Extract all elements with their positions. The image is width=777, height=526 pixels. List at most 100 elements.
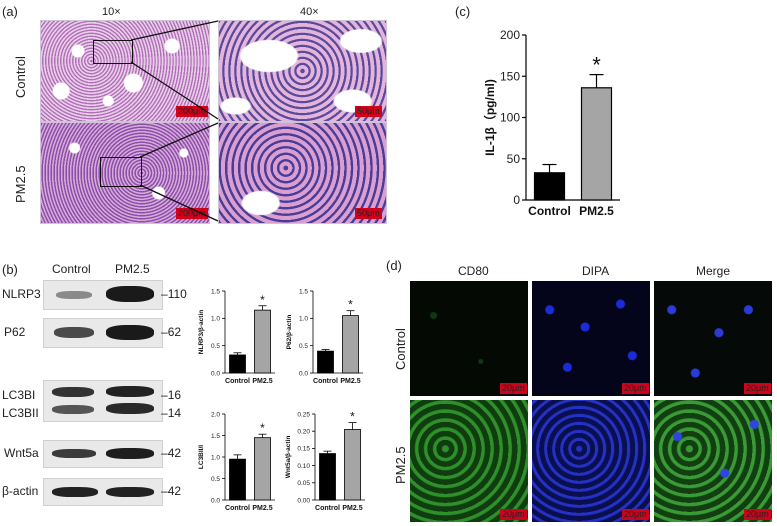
wnt5a-significance: * [350,410,355,424]
wnt5a-ytick-label-2: 0.10 [297,463,310,470]
marker-110: –110 [161,287,187,301]
lc3-bar-0 [229,458,246,501]
lc3-bar-1 [254,437,271,501]
panel-d-row-control: Control [393,328,408,370]
marker-14-value: 14 [167,406,182,420]
lc3-category-1: PM2.5 [252,505,272,512]
il1b-chart: 0 50 100 150 200 IL-1β（pg/ml) Control PM2.5 * [482,28,620,218]
blot-lc3b [43,380,163,422]
marker-62-value: 62 [167,325,182,339]
marker-42a: –42 [161,446,182,460]
nlrp3-ylabel: NLRP3/β-actin [198,310,205,354]
nlrp3-bar-0 [229,354,246,374]
nlrp3-chart: 0.0 0.5 1.0 1.5 NLRP3/β-actin Control PM2.5 * [198,288,275,385]
wnt5a-ytick-label-3: 0.15 [297,446,310,453]
protein-label-wnt5a: Wnt5a [4,446,39,460]
band-lc3bii-pm25 [106,403,154,414]
protein-label-lc3bi: LC3BI [2,388,36,402]
p62-ytick-label-1: 0.5 [299,343,308,350]
scale-bar-pm25-40x: 50μm [355,208,382,219]
band-wnt5a-pm25 [106,448,154,459]
band-lc3bi-pm25 [106,386,154,397]
nlrp3-ytick-label-1: 0.5 [211,343,220,350]
p62-bar-0 [317,350,334,374]
nlrp3-category-1: PM2.5 [252,378,272,385]
il1b-bar-0 [533,172,566,201]
p62-significance: * [348,298,353,312]
lc3-significance: * [260,421,265,435]
band-p62-pm25 [106,325,154,340]
wnt5a-chart: 0.00 0.05 0.10 0.15 0.20 0.25 Wnt5a/β-actin Con… [285,410,365,512]
scale-bar-control-10x: 200μm [176,106,208,117]
if-scale-control-merge: 20μm [744,383,771,394]
zoom-lines [130,20,219,222]
p62-category-1: PM2.5 [340,378,360,385]
marker-62: –62 [161,325,182,339]
blot-nlrp3 [43,280,163,310]
il1b-ytick-label-0: 0 [513,193,520,207]
lane-label-pm25: PM2.5 [115,262,150,276]
panel-c-label: (c) [455,4,471,19]
if-scale-pm25-merge: 20μm [744,509,771,520]
he-control-40x-image [218,20,387,122]
marker-16: –16 [161,388,182,402]
marker-16-value: 16 [167,388,182,402]
marker-110-value: 110 [167,287,187,301]
nlrp3-ytick-label-0: 0.0 [211,370,220,377]
p62-category-0: Control [313,378,338,385]
il1b-ytick-label-4: 200 [500,28,520,42]
he-control-10x-image [40,20,210,122]
band-p62-control [54,327,94,338]
lc3-ytick-label-4: 2.0 [211,411,220,418]
wnt5a-ylabel: Wnt5a/β-actin [285,436,292,479]
band-nlrp3-control [56,291,92,299]
il1b-ylabel: IL-1β（pg/ml) [482,79,497,156]
if-scale-pm25-cd80: 20μm [500,509,527,520]
panel-a-header-10x: 10× [102,6,121,18]
zoom-line-pm25-bottom [139,184,219,222]
wnt5a-ytick-label-1: 0.05 [297,480,310,487]
marker-42a-value: 42 [167,446,182,460]
lc3-ytick-label-2: 1.0 [211,454,220,461]
if-control-dipa-image [532,281,650,396]
band-actin-pm25 [106,487,154,497]
nlrp3-significance: * [260,293,265,307]
if-scale-control-dipa: 20μm [622,383,649,394]
marker-42b: –42 [161,484,182,498]
p62-bar-1 [342,315,359,374]
protein-label-beta-actin: β-actin [2,484,39,498]
blot-wnt5a [43,440,163,468]
blot-beta-actin [43,478,163,506]
wnt5a-ytick-label-0: 0.00 [297,497,310,504]
protein-label-nlrp3: NLRP3 [2,287,41,301]
band-actin-control [52,487,98,497]
marker-14: –14 [161,406,182,420]
panel-d-header-dipa: DIPA [582,264,610,278]
if-pm25-dipa-image [532,400,650,522]
panel-a-label: (a) [2,4,18,19]
zoom-line-control-top [130,20,219,41]
zoom-box-control [93,40,133,64]
protein-label-p62: P62 [4,325,26,339]
lc3-ytick-label-0: 0.0 [211,497,220,504]
if-control-merge-image [654,281,772,396]
zoom-box-pm25 [100,157,142,187]
panel-d-row-pm25: PM2.5 [393,446,408,484]
panel-d-label: (d) [386,258,402,273]
panel-b-label: (b) [2,262,18,277]
il1b-ytick-label-1: 50 [507,152,521,166]
il1b-significance: * [592,53,601,78]
band-wnt5a-control [52,449,96,458]
p62-ytick-label-3: 1.5 [299,288,308,295]
p62-ytick-label-0: 0.0 [299,370,308,377]
if-pm25-merge-image [654,400,772,522]
wnt5a-ytick-label-4: 0.20 [297,428,310,435]
scale-bar-pm25-10x: 200μm [176,208,208,219]
panel-a-header-40x: 40× [300,6,319,18]
wnt5a-category-1: PM2.5 [342,505,362,512]
zoom-line-pm25-top [139,122,219,158]
lc3-ylabel: LC3BII/I [198,445,205,469]
lane-label-control: Control [52,262,91,276]
protein-label-lc3bii: LC3BII [2,406,39,420]
if-scale-control-cd80: 20μm [500,383,527,394]
